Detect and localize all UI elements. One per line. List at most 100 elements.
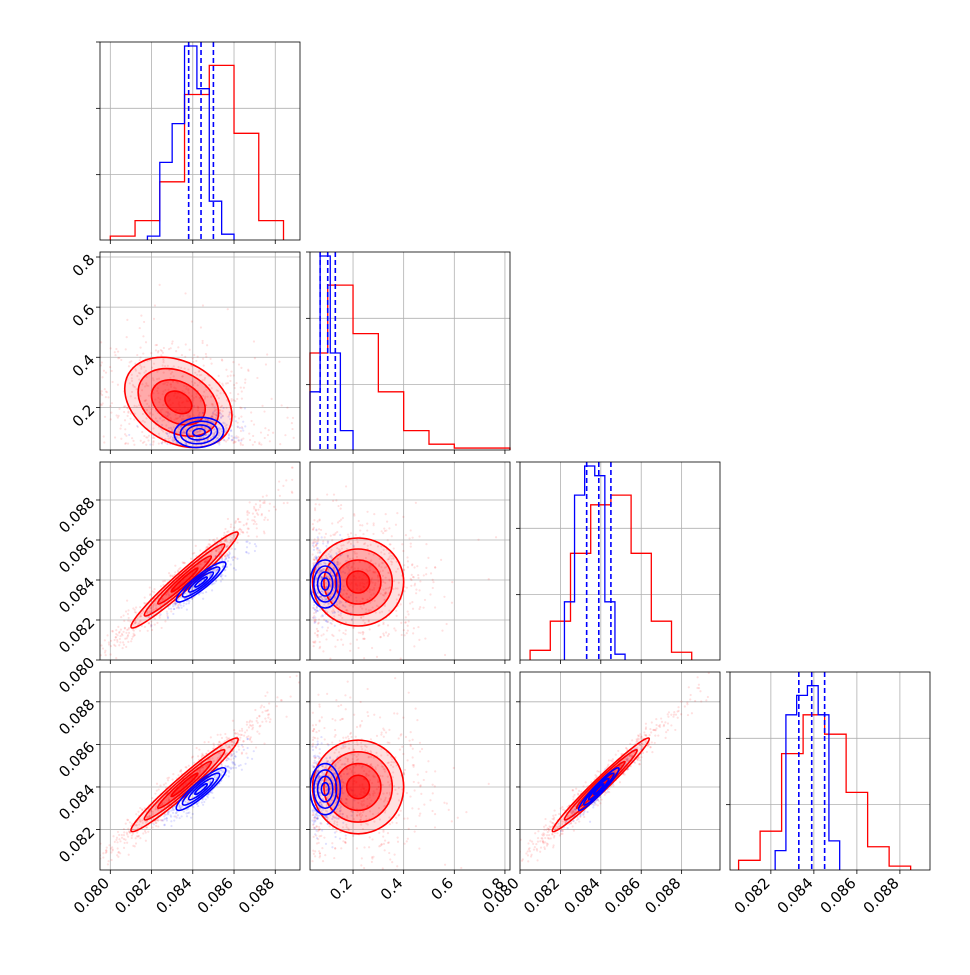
scatter-point [167,811,169,813]
scatter-point [243,735,245,737]
scatter-point [269,718,271,720]
scatter-point [88,866,90,868]
scatter-point [411,574,413,576]
panel-content-r3c1 [310,677,490,901]
scatter-point [314,855,316,857]
scatter-point [231,547,233,549]
scatter-point [234,548,236,550]
scatter-point [407,566,409,568]
scatter-point [325,620,327,622]
scatter-point [269,721,271,723]
scatter-point [252,513,254,515]
scatter-point [151,797,153,799]
scatter-point [412,748,414,750]
scatter-point [418,808,420,810]
scatter-point [237,426,239,428]
scatter-point [104,651,106,653]
scatter-point [418,608,420,610]
scatter-point [179,805,181,807]
scatter-point [205,355,207,357]
scatter-point [251,519,253,521]
scatter-point [109,405,111,407]
scatter-point [170,825,172,827]
scatter-point [124,839,126,841]
scatter-point [136,832,138,834]
scatter-point [96,852,98,854]
scatter-point [314,616,316,618]
scatter-point [184,562,186,564]
scatter-point [214,776,216,778]
scatter-point [232,767,234,769]
scatter-point [238,440,240,442]
scatter-point [319,752,321,754]
scatter-point [336,531,338,533]
scatter-point [383,736,385,738]
scatter-point [386,521,388,523]
red-contours [126,732,244,838]
scatter-point [103,370,105,372]
scatter-point [327,542,329,544]
scatter-point [119,635,121,637]
scatter-point [407,610,409,612]
scatter-point [387,624,389,626]
scatter-point [260,443,262,445]
scatter-point [317,547,319,549]
scatter-point [161,819,163,821]
scatter-point [415,592,417,594]
scatter-point [196,747,198,749]
scatter-point [128,423,130,425]
scatter-point [448,809,450,811]
scatter-point [118,357,120,359]
scatter-point [110,640,112,642]
scatter-point [290,695,292,697]
scatter-point [348,536,350,538]
scatter-point [293,437,295,439]
scatter-point [220,575,222,577]
scatter-point [269,503,271,505]
scatter-point [251,758,253,760]
scatter-point [260,706,262,708]
scatter-point [366,511,368,513]
scatter-point [127,412,129,414]
scatter-point [312,712,314,714]
scatter-point [253,506,255,508]
scatter-point [197,805,199,807]
scatter-point [227,765,229,767]
scatter-point [184,356,186,358]
scatter-point [147,630,149,632]
scatter-point [230,758,232,760]
scatter-point [246,511,248,513]
scatter-point [92,381,94,383]
scatter-point [267,519,269,521]
scatter-point [261,711,263,713]
scatter-point [419,606,421,608]
scatter-point [425,573,427,575]
scatter-point [317,540,319,542]
scatter-point [216,774,218,776]
scatter-point [319,852,321,854]
scatter-point [256,377,258,379]
scatter-point [372,533,374,535]
scatter-point [226,555,228,557]
scatter-point [236,398,238,400]
scatter-point [420,793,422,795]
scatter-point [166,819,168,821]
scatter-point [362,631,364,633]
scatter-point [243,749,245,751]
scatter-point [235,767,237,769]
scatter-point [241,744,243,746]
scatter-point [404,590,406,592]
scatter-point [318,850,320,852]
scatter-point [423,666,425,668]
scatter-point [244,378,246,380]
scatter-point [139,356,141,358]
scatter-point [408,620,410,622]
scatter-point [241,752,243,754]
scatter-point [432,581,434,583]
scatter-point [249,739,251,741]
panel-content-r2c0 [49,447,332,687]
scatter-point [93,659,95,661]
scatter-point [385,513,387,515]
scatter-point [230,523,232,525]
scatter-point [398,737,400,739]
